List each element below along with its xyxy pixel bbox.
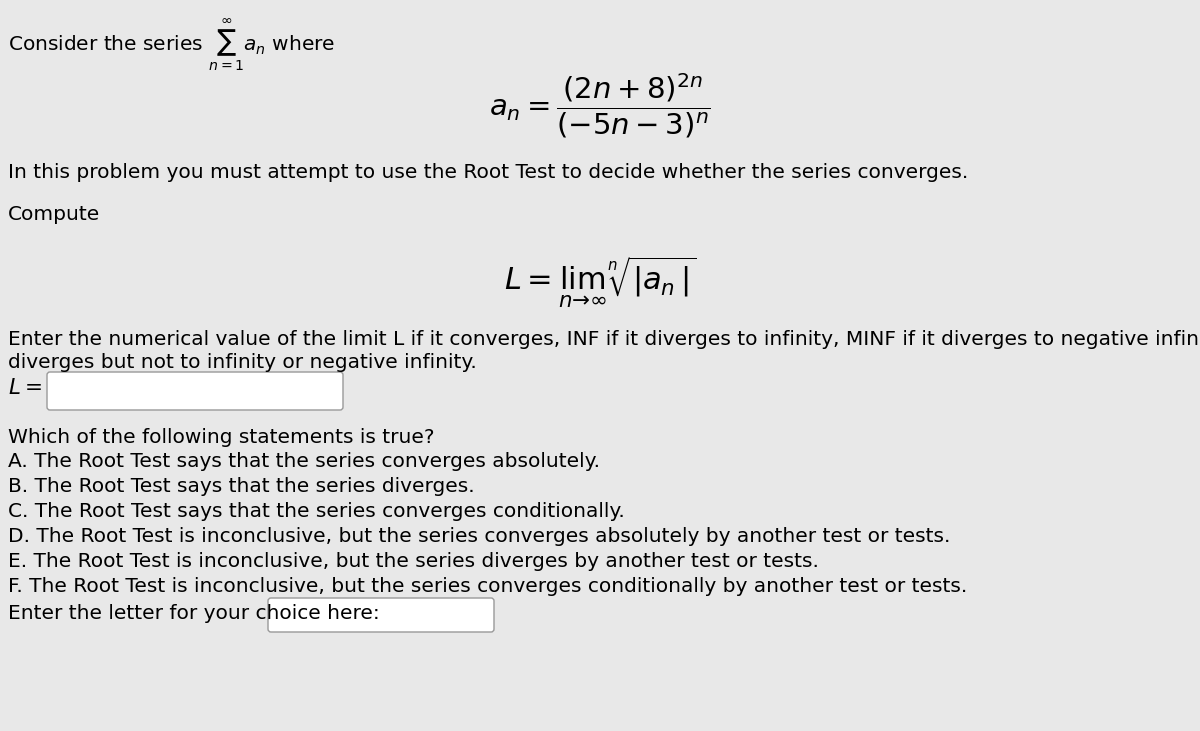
Text: B. The Root Test says that the series diverges.: B. The Root Test says that the series di… — [8, 477, 475, 496]
Text: diverges but not to infinity or negative infinity.: diverges but not to infinity or negative… — [8, 353, 476, 372]
Text: $a_n = \dfrac{(2n+8)^{2n}}{(-5n-3)^n}$: $a_n = \dfrac{(2n+8)^{2n}}{(-5n-3)^n}$ — [490, 72, 710, 140]
Text: Consider the series $\sum_{n=1}^{\infty} a_n$ where: Consider the series $\sum_{n=1}^{\infty}… — [8, 18, 335, 73]
Text: F. The Root Test is inconclusive, but the series converges conditionally by anot: F. The Root Test is inconclusive, but th… — [8, 577, 967, 596]
Text: Enter the numerical value of the limit L if it converges, INF if it diverges to : Enter the numerical value of the limit L… — [8, 330, 1200, 349]
FancyBboxPatch shape — [47, 372, 343, 410]
Text: $L = \lim_{n \to \infty} \sqrt[n]{|a_n|}$: $L = \lim_{n \to \infty} \sqrt[n]{|a_n|}… — [504, 255, 696, 311]
Text: $L = $: $L = $ — [8, 378, 42, 398]
Text: Compute: Compute — [8, 205, 101, 224]
Text: A. The Root Test says that the series converges absolutely.: A. The Root Test says that the series co… — [8, 452, 600, 471]
Text: C. The Root Test says that the series converges conditionally.: C. The Root Test says that the series co… — [8, 502, 625, 521]
FancyBboxPatch shape — [268, 598, 494, 632]
Text: Enter the letter for your choice here:: Enter the letter for your choice here: — [8, 604, 379, 623]
Text: Which of the following statements is true?: Which of the following statements is tru… — [8, 428, 434, 447]
Text: In this problem you must attempt to use the Root Test to decide whether the seri: In this problem you must attempt to use … — [8, 163, 968, 182]
Text: E. The Root Test is inconclusive, but the series diverges by another test or tes: E. The Root Test is inconclusive, but th… — [8, 552, 818, 571]
Text: D. The Root Test is inconclusive, but the series converges absolutely by another: D. The Root Test is inconclusive, but th… — [8, 527, 950, 546]
